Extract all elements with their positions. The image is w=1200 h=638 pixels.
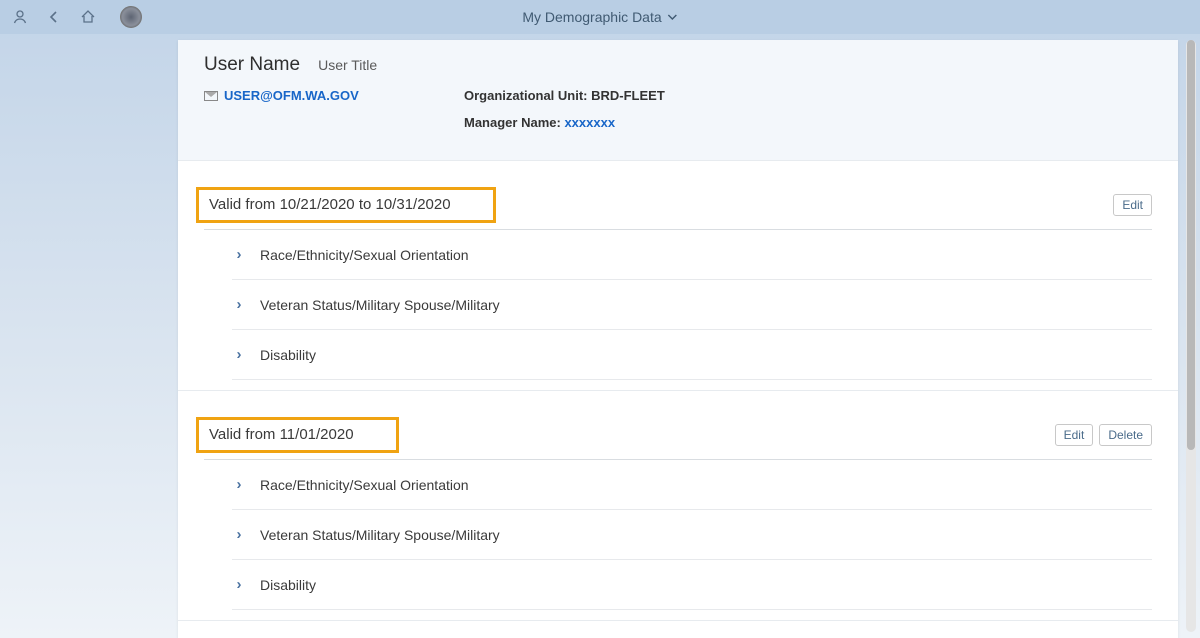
category-item-disability[interactable]: › Disability [232, 330, 1152, 380]
category-item-race[interactable]: › Race/Ethnicity/Sexual Orientation [232, 230, 1152, 280]
valid-period-highlight: Valid from 11/01/2020 [196, 417, 399, 453]
valid-period-text: Valid from 10/21/2020 to 10/31/2020 [209, 196, 451, 213]
back-icon[interactable] [46, 9, 62, 25]
scrollbar-thumb[interactable] [1187, 40, 1195, 450]
record-header: Valid from 10/21/2020 to 10/31/2020 Edit [204, 187, 1152, 230]
user-icon[interactable] [12, 9, 28, 25]
chevron-right-icon: › [232, 476, 246, 493]
category-label: Race/Ethnicity/Sexual Orientation [260, 477, 469, 493]
user-email-link[interactable]: USER@OFM.WA.GOV [224, 88, 359, 103]
org-unit-value: BRD-FLEET [591, 88, 665, 103]
page-title-dropdown[interactable]: My Demographic Data [522, 9, 677, 25]
chevron-right-icon: › [232, 576, 246, 593]
user-title: User Title [318, 57, 377, 73]
category-list: › Race/Ethnicity/Sexual Orientation › Ve… [204, 230, 1152, 380]
chevron-down-icon [668, 14, 678, 20]
home-icon[interactable] [80, 9, 96, 25]
topbar: My Demographic Data [0, 0, 1200, 34]
main-panel: User Name User Title USER@OFM.WA.GOV Org… [178, 40, 1178, 638]
user-email-block: USER@OFM.WA.GOV [204, 88, 464, 103]
category-label: Veteran Status/Military Spouse/Military [260, 297, 500, 313]
category-list: › Race/Ethnicity/Sexual Orientation › Ve… [204, 460, 1152, 610]
manager-line: Manager Name: xxxxxxx [464, 115, 665, 130]
user-header: User Name User Title USER@OFM.WA.GOV Org… [178, 40, 1178, 161]
records-container: Valid from 10/21/2020 to 10/31/2020 Edit… [178, 161, 1178, 638]
record-actions: Edit [1113, 194, 1152, 216]
delete-button[interactable]: Delete [1099, 424, 1152, 446]
user-name: User Name [204, 54, 300, 76]
edit-button[interactable]: Edit [1055, 424, 1094, 446]
chevron-right-icon: › [232, 346, 246, 363]
valid-period-highlight: Valid from 10/21/2020 to 10/31/2020 [196, 187, 496, 223]
category-label: Disability [260, 347, 316, 363]
manager-label: Manager Name: [464, 115, 561, 130]
category-label: Race/Ethnicity/Sexual Orientation [260, 247, 469, 263]
record-actions: Edit Delete [1055, 424, 1152, 446]
category-label: Veteran Status/Military Spouse/Military [260, 527, 500, 543]
page-title-text: My Demographic Data [522, 9, 661, 25]
org-unit-line: Organizational Unit: BRD-FLEET [464, 88, 665, 103]
record-block: Valid from 11/01/2020 Edit Delete › Race… [178, 391, 1178, 621]
record-block: Valid from 10/21/2020 to 10/31/2020 Edit… [178, 161, 1178, 391]
category-item-race[interactable]: › Race/Ethnicity/Sexual Orientation [232, 460, 1152, 510]
category-label: Disability [260, 577, 316, 593]
chevron-right-icon: › [232, 296, 246, 313]
manager-link[interactable]: xxxxxxx [564, 115, 615, 130]
chevron-right-icon: › [232, 246, 246, 263]
org-block: Organizational Unit: BRD-FLEET Manager N… [464, 88, 665, 142]
category-item-veteran[interactable]: › Veteran Status/Military Spouse/Militar… [232, 280, 1152, 330]
category-item-veteran[interactable]: › Veteran Status/Military Spouse/Militar… [232, 510, 1152, 560]
scrollbar-track[interactable] [1186, 40, 1196, 632]
category-item-disability[interactable]: › Disability [232, 560, 1152, 610]
edit-button[interactable]: Edit [1113, 194, 1152, 216]
email-icon [204, 91, 218, 101]
topbar-left [12, 6, 142, 28]
seal-logo [120, 6, 142, 28]
valid-period-text: Valid from 11/01/2020 [209, 426, 354, 443]
record-header: Valid from 11/01/2020 Edit Delete [204, 417, 1152, 460]
user-name-row: User Name User Title [204, 54, 1152, 76]
user-detail-row: USER@OFM.WA.GOV Organizational Unit: BRD… [204, 88, 1152, 142]
org-unit-label: Organizational Unit: [464, 88, 588, 103]
chevron-right-icon: › [232, 526, 246, 543]
